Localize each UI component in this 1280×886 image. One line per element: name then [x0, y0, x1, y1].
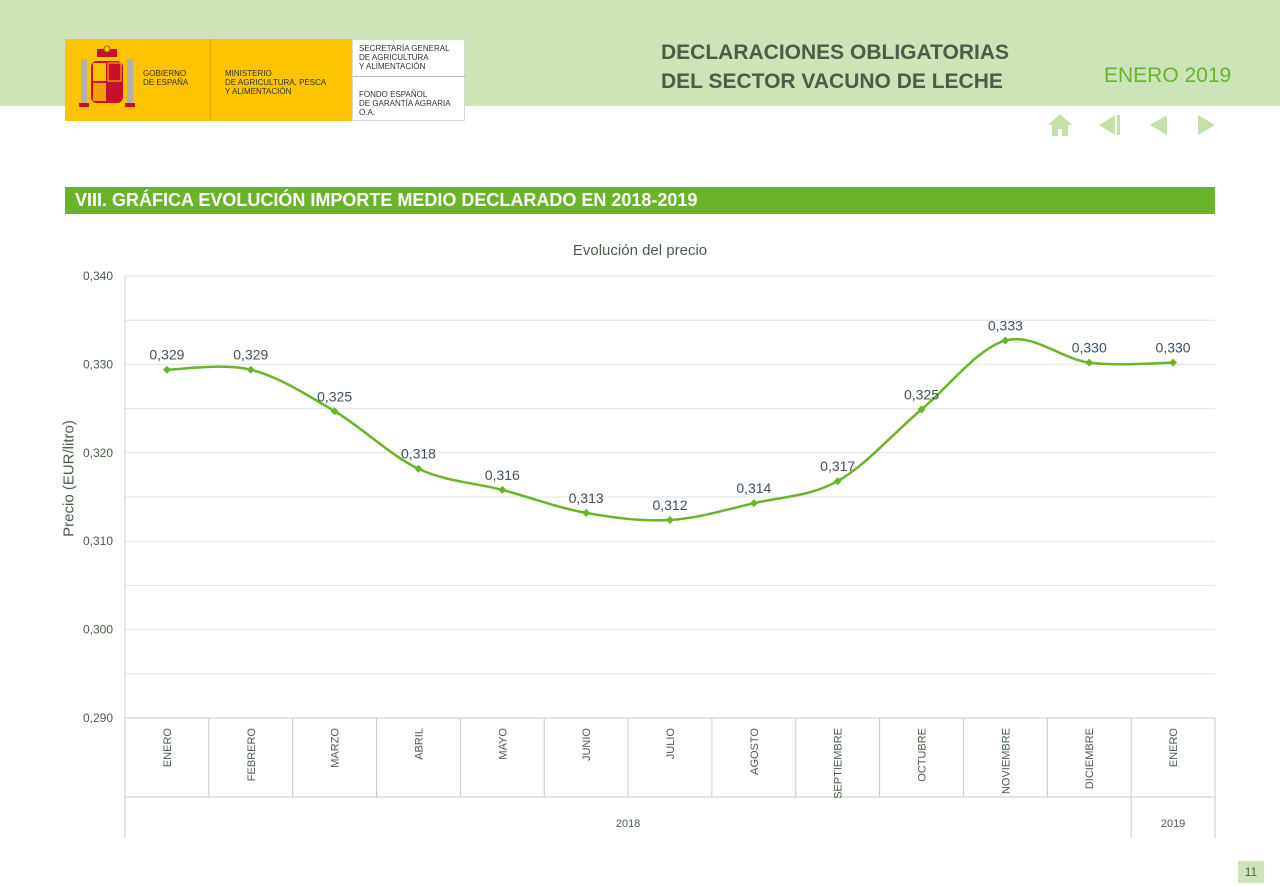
section-title: VIII. GRÁFICA EVOLUCIÓN IMPORTE MEDIO DE…: [65, 187, 1215, 214]
nav-first-page-icon[interactable]: [1095, 112, 1123, 138]
logo-secretaria-text: SECRETARÍA GENERAL DE AGRICULTURA Y ALIM…: [359, 44, 450, 71]
x-tick-label: ABRIL: [413, 728, 425, 760]
data-label: 0,330: [1072, 340, 1107, 356]
x-tick-label: JUNIO: [581, 728, 593, 761]
data-point: [1169, 358, 1178, 367]
data-point: [749, 499, 758, 508]
logo-ministerio-text: MINISTERIO DE AGRICULTURA, PESCA Y ALIME…: [225, 69, 327, 96]
nav-next-icon[interactable]: [1194, 112, 1218, 138]
x-tick-label: DICIEMBRE: [1084, 728, 1096, 789]
group-label: 2018: [616, 818, 640, 830]
logo-white-block: SECRETARÍA GENERAL DE AGRICULTURA Y ALIM…: [352, 39, 466, 121]
data-label: 0,317: [820, 458, 855, 474]
data-label: 0,325: [904, 386, 939, 402]
y-tick-label: 0,290: [83, 711, 113, 725]
y-tick-label: 0,300: [83, 623, 113, 637]
data-label: 0,330: [1156, 340, 1191, 356]
data-label: 0,329: [149, 347, 184, 363]
data-point: [1085, 358, 1094, 367]
series-line: [166, 337, 1174, 522]
data-label: 0,316: [485, 467, 520, 483]
x-tick-label: JULIO: [665, 728, 677, 760]
nav-home-icon[interactable]: [1046, 112, 1074, 138]
page-number: 11: [1238, 861, 1264, 883]
x-tick-label: OCTUBRE: [917, 728, 929, 782]
ministry-logo: GOBIERNO DE ESPAÑA MINISTERIO DE AGRICUL…: [65, 39, 466, 121]
x-tick-label: SEPTIEMBRE: [833, 728, 845, 799]
group-label: 2019: [1161, 818, 1185, 830]
data-label: 0,333: [988, 318, 1023, 334]
data-point: [833, 477, 842, 486]
data-point: [666, 515, 674, 524]
data-point: [246, 365, 255, 374]
price-line-chart: 0,290 0,300 0,310 0,320 0,330 0,340 2018 2019 EN…: [83, 269, 1216, 838]
data-label: 0,329: [233, 347, 268, 363]
nav-previous-icon[interactable]: [1147, 112, 1171, 138]
logo-separator: [353, 76, 466, 77]
coat-of-arms-icon: [79, 45, 135, 107]
x-tick-label: NOVIEMBRE: [1000, 728, 1012, 794]
data-point: [414, 464, 423, 473]
data-label: 0,312: [652, 497, 687, 513]
data-label: 0,325: [317, 388, 352, 404]
x-tick-label: MAYO: [497, 728, 509, 760]
data-point: [1001, 336, 1010, 345]
data-point: [582, 508, 591, 517]
y-tick-label: 0,310: [83, 534, 113, 548]
x-tick-label: ENERO: [162, 728, 174, 768]
logo-fondo-text: FONDO ESPAÑOL DE GARANTÍA AGRARIA O.A.: [359, 90, 451, 117]
data-point: [162, 365, 171, 374]
y-tick-label: 0,320: [83, 446, 113, 460]
page-title: DECLARACIONES OBLIGATORIAS DEL SECTOR VA…: [661, 41, 1010, 93]
x-tick-label: MARZO: [330, 728, 342, 768]
logo-yellow-block: GOBIERNO DE ESPAÑA MINISTERIO DE AGRICUL…: [65, 39, 352, 121]
data-label: 0,313: [569, 490, 604, 506]
data-point: [498, 485, 507, 494]
chart-title: Evolución del precio: [572, 242, 708, 259]
y-tick-label: 0,340: [83, 269, 113, 283]
x-tick-label: FEBRERO: [246, 728, 258, 782]
y-tick-label: 0,330: [83, 357, 113, 371]
data-label: 0,314: [736, 480, 771, 496]
report-date: ENERO 2019: [1104, 64, 1232, 87]
data-label: 0,318: [401, 446, 436, 462]
data-point: [917, 405, 926, 414]
data-point: [330, 407, 339, 416]
x-tick-label: AGOSTO: [749, 728, 761, 775]
x-tick-label: ENERO: [1168, 728, 1180, 768]
logo-gobierno-text: GOBIERNO DE ESPAÑA: [143, 69, 189, 87]
logo-divider: [210, 39, 211, 121]
